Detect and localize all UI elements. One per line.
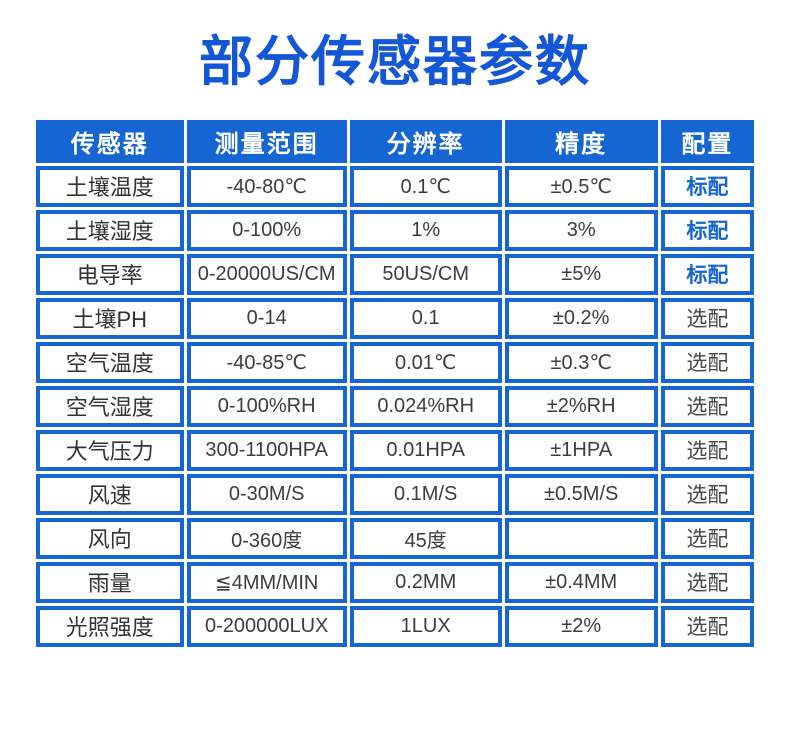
- cell-config: 选配: [660, 341, 754, 383]
- cell-sensor: 光照强度: [36, 605, 184, 647]
- cell-resolution: 50US/CM: [349, 253, 502, 295]
- cell-range: 300-1100HPA: [186, 429, 347, 471]
- table-row: 电导率 0-20000US/CM 50US/CM ±5% 标配: [36, 253, 754, 295]
- cell-resolution: 1LUX: [349, 605, 502, 647]
- table-row: 雨量 ≦4MM/MIN 0.2MM ±0.4MM 选配: [36, 561, 754, 603]
- cell-sensor: 土壤PH: [36, 297, 184, 339]
- cell-range: 0-14: [186, 297, 347, 339]
- cell-resolution: 0.01℃: [349, 341, 502, 383]
- cell-sensor: 空气湿度: [36, 385, 184, 427]
- cell-accuracy: 3%: [504, 209, 658, 251]
- col-header-sensor: 传感器: [36, 119, 184, 163]
- cell-resolution: 0.01HPA: [349, 429, 502, 471]
- cell-sensor: 电导率: [36, 253, 184, 295]
- table-row: 光照强度 0-200000LUX 1LUX ±2% 选配: [36, 605, 754, 647]
- sensor-spec-table: 传感器 测量范围 分辨率 精度 配置 土壤温度 -40-80℃ 0.1℃ ±0.…: [33, 117, 757, 650]
- cell-accuracy: ±0.3℃: [504, 341, 658, 383]
- cell-resolution: 0.1: [349, 297, 502, 339]
- cell-resolution: 0.1℃: [349, 165, 502, 207]
- col-header-config: 配置: [660, 119, 754, 163]
- cell-config: 选配: [660, 561, 754, 603]
- table-row: 土壤PH 0-14 0.1 ±0.2% 选配: [36, 297, 754, 339]
- cell-sensor: 风速: [36, 473, 184, 515]
- cell-config: 选配: [660, 473, 754, 515]
- table-row: 大气压力 300-1100HPA 0.01HPA ±1HPA 选配: [36, 429, 754, 471]
- cell-accuracy: ±2%RH: [504, 385, 658, 427]
- cell-sensor: 雨量: [36, 561, 184, 603]
- cell-accuracy: ±0.5M/S: [504, 473, 658, 515]
- cell-config: 选配: [660, 385, 754, 427]
- cell-resolution: 0.2MM: [349, 561, 502, 603]
- cell-accuracy: ±5%: [504, 253, 658, 295]
- cell-accuracy: [504, 517, 658, 559]
- cell-config: 标配: [660, 165, 754, 207]
- cell-sensor: 土壤温度: [36, 165, 184, 207]
- cell-sensor: 土壤湿度: [36, 209, 184, 251]
- cell-resolution: 1%: [349, 209, 502, 251]
- cell-accuracy: ±1HPA: [504, 429, 658, 471]
- table-row: 土壤湿度 0-100% 1% 3% 标配: [36, 209, 754, 251]
- cell-range: ≦4MM/MIN: [186, 561, 347, 603]
- page-title: 部分传感器参数: [199, 32, 591, 92]
- cell-config: 选配: [660, 429, 754, 471]
- cell-sensor: 风向: [36, 517, 184, 559]
- table-row: 空气湿度 0-100%RH 0.024%RH ±2%RH 选配: [36, 385, 754, 427]
- cell-sensor: 空气温度: [36, 341, 184, 383]
- cell-resolution: 0.1M/S: [349, 473, 502, 515]
- table-row: 土壤温度 -40-80℃ 0.1℃ ±0.5℃ 标配: [36, 165, 754, 207]
- cell-accuracy: ±0.2%: [504, 297, 658, 339]
- cell-range: -40-80℃: [186, 165, 347, 207]
- cell-config: 选配: [660, 605, 754, 647]
- cell-range: 0-20000US/CM: [186, 253, 347, 295]
- cell-accuracy: ±0.4MM: [504, 561, 658, 603]
- table-row: 风速 0-30M/S 0.1M/S ±0.5M/S 选配: [36, 473, 754, 515]
- cell-accuracy: ±2%: [504, 605, 658, 647]
- table-row: 空气温度 -40-85℃ 0.01℃ ±0.3℃ 选配: [36, 341, 754, 383]
- cell-config: 选配: [660, 517, 754, 559]
- table-row: 风向 0-360度 45度 选配: [36, 517, 754, 559]
- col-header-accuracy: 精度: [504, 119, 658, 163]
- table-header-row: 传感器 测量范围 分辨率 精度 配置: [36, 119, 754, 163]
- cell-range: 0-100%: [186, 209, 347, 251]
- cell-accuracy: ±0.5℃: [504, 165, 658, 207]
- cell-range: 0-100%RH: [186, 385, 347, 427]
- cell-config: 标配: [660, 253, 754, 295]
- cell-range: -40-85℃: [186, 341, 347, 383]
- col-header-resolution: 分辨率: [349, 119, 502, 163]
- cell-range: 0-200000LUX: [186, 605, 347, 647]
- cell-config: 标配: [660, 209, 754, 251]
- cell-sensor: 大气压力: [36, 429, 184, 471]
- cell-range: 0-30M/S: [186, 473, 347, 515]
- col-header-range: 测量范围: [186, 119, 347, 163]
- cell-range: 0-360度: [186, 517, 347, 559]
- cell-config: 选配: [660, 297, 754, 339]
- cell-resolution: 0.024%RH: [349, 385, 502, 427]
- cell-resolution: 45度: [349, 517, 502, 559]
